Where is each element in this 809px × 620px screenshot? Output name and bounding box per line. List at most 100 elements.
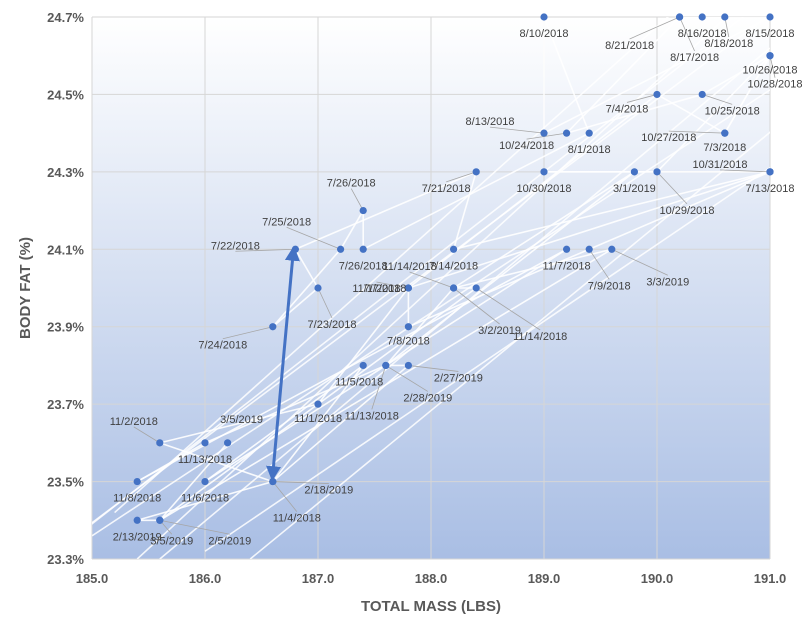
label-leader-line	[626, 94, 658, 103]
x-tick-label: 191.0	[754, 571, 787, 586]
data-point	[314, 400, 322, 408]
label-leader-line	[385, 365, 429, 392]
connector-line	[362, 132, 590, 250]
label-leader-line	[489, 126, 545, 134]
y-axis-title: BODY FAT (%)	[17, 237, 34, 339]
data-label: 11/1/2018	[294, 413, 342, 425]
data-label: 3/2/2019	[478, 325, 521, 337]
data-point	[540, 168, 548, 176]
data-label: 7/13/2018	[746, 183, 795, 195]
data-point	[653, 90, 661, 99]
data-label: 10/25/2018	[705, 105, 760, 117]
y-tick-label: 24.7%	[47, 10, 84, 25]
data-label: 10/26/2018	[742, 65, 797, 77]
label-layer: 7/3/2018 7/4/2018 7/7/2018 7/8/2018 7/9/2018…	[110, 28, 803, 547]
data-point	[269, 477, 277, 486]
connector-line	[136, 480, 274, 522]
label-leader-line	[286, 226, 341, 250]
data-label: 11/13/2018	[178, 454, 232, 466]
data-point	[133, 516, 141, 524]
data-point	[359, 245, 367, 253]
data-label: 7/14/2018	[429, 260, 478, 272]
data-point	[608, 245, 616, 253]
label-leader-line	[409, 271, 454, 289]
trend-line	[249, 131, 770, 559]
label-leader-line	[453, 287, 500, 325]
connector-line	[701, 55, 770, 96]
data-label: 7/25/2018	[262, 216, 311, 228]
data-label: 11/8/2018	[113, 493, 161, 505]
data-point	[404, 361, 412, 370]
x-tick-label: 190.0	[641, 571, 674, 586]
data-label: 10/31/2018	[692, 159, 747, 171]
label-leader-line	[446, 171, 477, 183]
connecting-lines	[92, 17, 770, 559]
label-leader-line	[769, 55, 776, 78]
connector-line	[408, 171, 770, 289]
label-leader-line	[350, 188, 364, 211]
trend-line	[204, 166, 770, 552]
label-leader-line	[408, 365, 459, 372]
label-leader-line	[611, 248, 668, 276]
connector-line	[159, 442, 274, 483]
axis-layer: 23.3% 23.5% 23.7% 23.9% 24.1% 24.3% 24.5% 24.7%…	[47, 10, 786, 586]
data-label: 2/5/2019	[208, 535, 251, 547]
connector-line	[724, 55, 770, 134]
data-label: 7/3/2018	[703, 142, 746, 154]
trend-line	[159, 47, 770, 559]
y-tick-label: 24.1%	[47, 242, 84, 257]
x-tick-label: 188.0	[415, 571, 448, 586]
data-point	[201, 477, 209, 486]
data-point	[585, 129, 593, 137]
connector-line	[407, 93, 658, 289]
data-label: 3/5/2019	[150, 535, 193, 547]
data-point	[337, 245, 345, 253]
trend-line	[92, 17, 769, 524]
data-label: 7/8/2018	[387, 336, 430, 348]
data-point	[563, 129, 571, 137]
data-label: 2/18/2019	[304, 485, 353, 497]
data-label: 7/23/2018	[308, 319, 357, 331]
data-label: 7/24/2018	[198, 340, 247, 352]
data-point	[314, 284, 322, 292]
x-tick-label: 186.0	[189, 571, 222, 586]
data-label: 11/1/2018	[352, 283, 400, 295]
connector-line	[452, 171, 477, 250]
data-point	[766, 52, 774, 60]
label-leader-line	[475, 287, 541, 331]
y-tick-label: 23.5%	[47, 475, 84, 490]
data-point	[404, 323, 412, 331]
data-label: 3/5/2019	[220, 414, 263, 426]
data-label: 11/7/2018	[543, 260, 591, 272]
data-label: 11/14/2018	[513, 331, 567, 343]
data-label: 8/1/2018	[568, 144, 611, 156]
connector-line	[317, 287, 410, 405]
data-label: 11/2/2018	[110, 416, 158, 428]
data-label: 7/21/2018	[422, 183, 471, 195]
data-label: 8/17/2018	[670, 52, 719, 64]
data-point	[156, 516, 164, 524]
point-layer	[133, 13, 774, 524]
data-label: 2/27/2019	[434, 372, 483, 384]
connector-line	[295, 171, 477, 251]
label-leader-line	[272, 481, 329, 484]
connector-line	[588, 171, 770, 251]
label-leader-line	[133, 426, 161, 444]
data-point	[698, 13, 706, 21]
data-point	[540, 13, 548, 21]
data-point	[201, 439, 209, 447]
data-point	[133, 477, 141, 486]
label-leader-line	[371, 365, 387, 410]
x-tick-label: 185.0	[76, 571, 109, 586]
data-label: 10/28/2018	[747, 79, 802, 91]
y-tick-label: 24.3%	[47, 165, 84, 180]
data-label: 10/30/2018	[516, 183, 571, 195]
data-label: 8/10/2018	[520, 28, 569, 40]
data-point	[450, 245, 458, 253]
data-point	[585, 245, 593, 253]
label-leader-line	[317, 287, 333, 319]
data-label: 2/13/2019	[113, 531, 162, 543]
data-label: 10/24/2018	[499, 140, 554, 152]
connector-line	[566, 93, 703, 134]
